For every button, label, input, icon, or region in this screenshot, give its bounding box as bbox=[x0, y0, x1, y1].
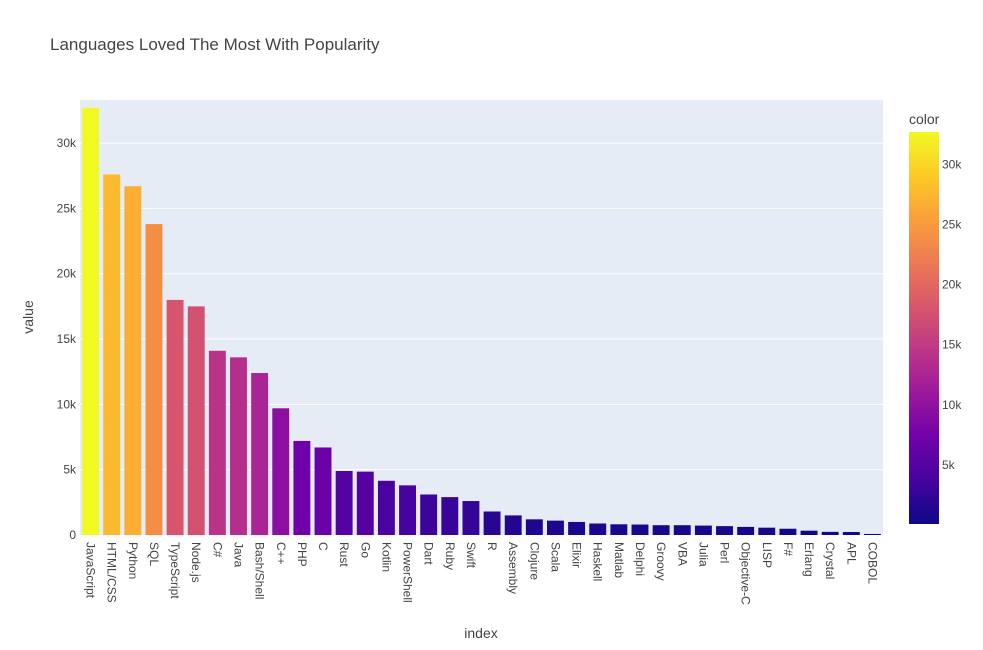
x-tick-label: PowerShell bbox=[401, 542, 415, 603]
bar bbox=[399, 485, 416, 535]
bar bbox=[758, 527, 776, 535]
bar bbox=[737, 526, 755, 535]
y-tick-label: 5k bbox=[63, 463, 77, 477]
bar bbox=[124, 186, 142, 535]
x-tick-label: Erlang bbox=[802, 542, 816, 577]
bar bbox=[335, 470, 353, 535]
y-tick-label: 25k bbox=[57, 201, 77, 215]
bar bbox=[293, 440, 311, 535]
x-tick-label: Perl bbox=[718, 542, 732, 563]
x-tick-label: Groovy bbox=[654, 542, 668, 581]
x-tick-label: Haskell bbox=[591, 542, 605, 581]
x-tick-label: Julia bbox=[696, 542, 710, 567]
x-tick-label: C# bbox=[210, 542, 224, 558]
x-tick-label: Objective-C bbox=[739, 542, 753, 605]
bar bbox=[652, 525, 670, 535]
bar bbox=[504, 515, 522, 535]
x-tick-label: VBA bbox=[675, 542, 689, 566]
bar bbox=[441, 497, 459, 535]
y-tick-label: 15k bbox=[57, 332, 77, 346]
bar bbox=[800, 530, 818, 535]
y-tick-label: 0 bbox=[69, 528, 76, 542]
y-axis-label: value bbox=[20, 300, 36, 334]
bar bbox=[462, 501, 480, 535]
x-axis-label: index bbox=[464, 625, 497, 641]
bar bbox=[103, 174, 121, 535]
x-tick-label: PHP bbox=[295, 542, 309, 567]
x-tick-label: APL bbox=[844, 542, 858, 565]
bar bbox=[187, 306, 205, 535]
x-tick-label: Ruby bbox=[443, 542, 457, 570]
bar bbox=[694, 525, 712, 535]
x-tick-label: Elixir bbox=[570, 542, 584, 568]
y-tick-label: 10k bbox=[57, 397, 77, 411]
colorbar-title: color bbox=[909, 111, 940, 127]
x-tick-label: Go bbox=[358, 542, 372, 558]
colorbar-tick-label: 10k bbox=[942, 398, 962, 412]
bar bbox=[377, 480, 395, 535]
bar bbox=[610, 524, 628, 535]
bar bbox=[230, 357, 247, 535]
colorbar-tick-label: 15k bbox=[942, 338, 962, 352]
x-tick-label: Node.js bbox=[189, 542, 203, 583]
x-tick-label: Dart bbox=[422, 542, 436, 565]
x-tick-label: Scala bbox=[548, 542, 562, 572]
bar bbox=[420, 494, 438, 535]
x-tick-label: F# bbox=[781, 542, 795, 556]
bar bbox=[547, 520, 564, 535]
colorbar-tick-label: 20k bbox=[942, 278, 962, 292]
bar bbox=[483, 511, 501, 535]
bar bbox=[589, 523, 607, 535]
x-tick-label: SQL bbox=[147, 542, 161, 566]
chart-title: Languages Loved The Most With Popularity bbox=[50, 35, 380, 54]
x-tick-label: C++ bbox=[274, 542, 288, 565]
colorbar-tick-label: 25k bbox=[942, 218, 962, 232]
bar bbox=[208, 350, 226, 535]
x-tick-label: Assembly bbox=[506, 542, 520, 594]
bar bbox=[673, 525, 691, 535]
bar bbox=[842, 531, 860, 535]
bar bbox=[821, 531, 839, 535]
bar bbox=[779, 528, 797, 535]
bar bbox=[251, 373, 269, 535]
bars bbox=[82, 107, 881, 536]
bar bbox=[631, 524, 649, 535]
y-tick-label: 30k bbox=[57, 136, 77, 150]
colorbar-tick-label: 30k bbox=[942, 157, 962, 171]
x-tick-label: TypeScript bbox=[168, 542, 182, 599]
bar bbox=[166, 299, 184, 535]
bar bbox=[525, 519, 543, 535]
colorbar-tick-label: 5k bbox=[942, 458, 956, 472]
colorbar-ticks: 5k 10k 15k 20k 25k 30k bbox=[942, 157, 962, 471]
bar bbox=[568, 521, 586, 535]
x-tick-label: Java bbox=[231, 542, 245, 568]
x-tick-label: HTML/CSS bbox=[105, 542, 119, 603]
x-tick-label: C bbox=[316, 542, 330, 551]
y-axis-ticks: 0 5k 10k 15k 20k 25k 30k bbox=[57, 136, 77, 542]
bar bbox=[272, 408, 290, 535]
x-tick-label: COBOL bbox=[865, 542, 879, 584]
x-axis-ticks: JavaScript HTML/CSS Python SQL TypeScript Nod… bbox=[84, 542, 880, 605]
bar bbox=[863, 533, 881, 535]
x-tick-label: Bash/Shell bbox=[253, 542, 267, 599]
bar bbox=[145, 224, 163, 535]
x-tick-label: Clojure bbox=[527, 542, 541, 580]
y-tick-label: 20k bbox=[57, 267, 77, 281]
x-tick-label: Crystal bbox=[823, 542, 837, 579]
bar bbox=[314, 447, 332, 535]
bar bbox=[356, 471, 374, 535]
x-tick-label: Matlab bbox=[612, 542, 626, 578]
bar bbox=[82, 107, 100, 536]
x-tick-label: Rust bbox=[337, 542, 351, 567]
x-tick-label: Delphi bbox=[633, 542, 647, 576]
x-tick-label: R bbox=[485, 542, 499, 551]
x-tick-label: LISP bbox=[760, 542, 774, 568]
x-tick-label: Swift bbox=[464, 542, 478, 569]
x-tick-label: Kotlin bbox=[379, 542, 393, 572]
bar bbox=[716, 526, 733, 535]
colorbar bbox=[909, 132, 939, 524]
x-tick-label: JavaScript bbox=[84, 542, 98, 599]
x-tick-label: Python bbox=[126, 542, 140, 579]
